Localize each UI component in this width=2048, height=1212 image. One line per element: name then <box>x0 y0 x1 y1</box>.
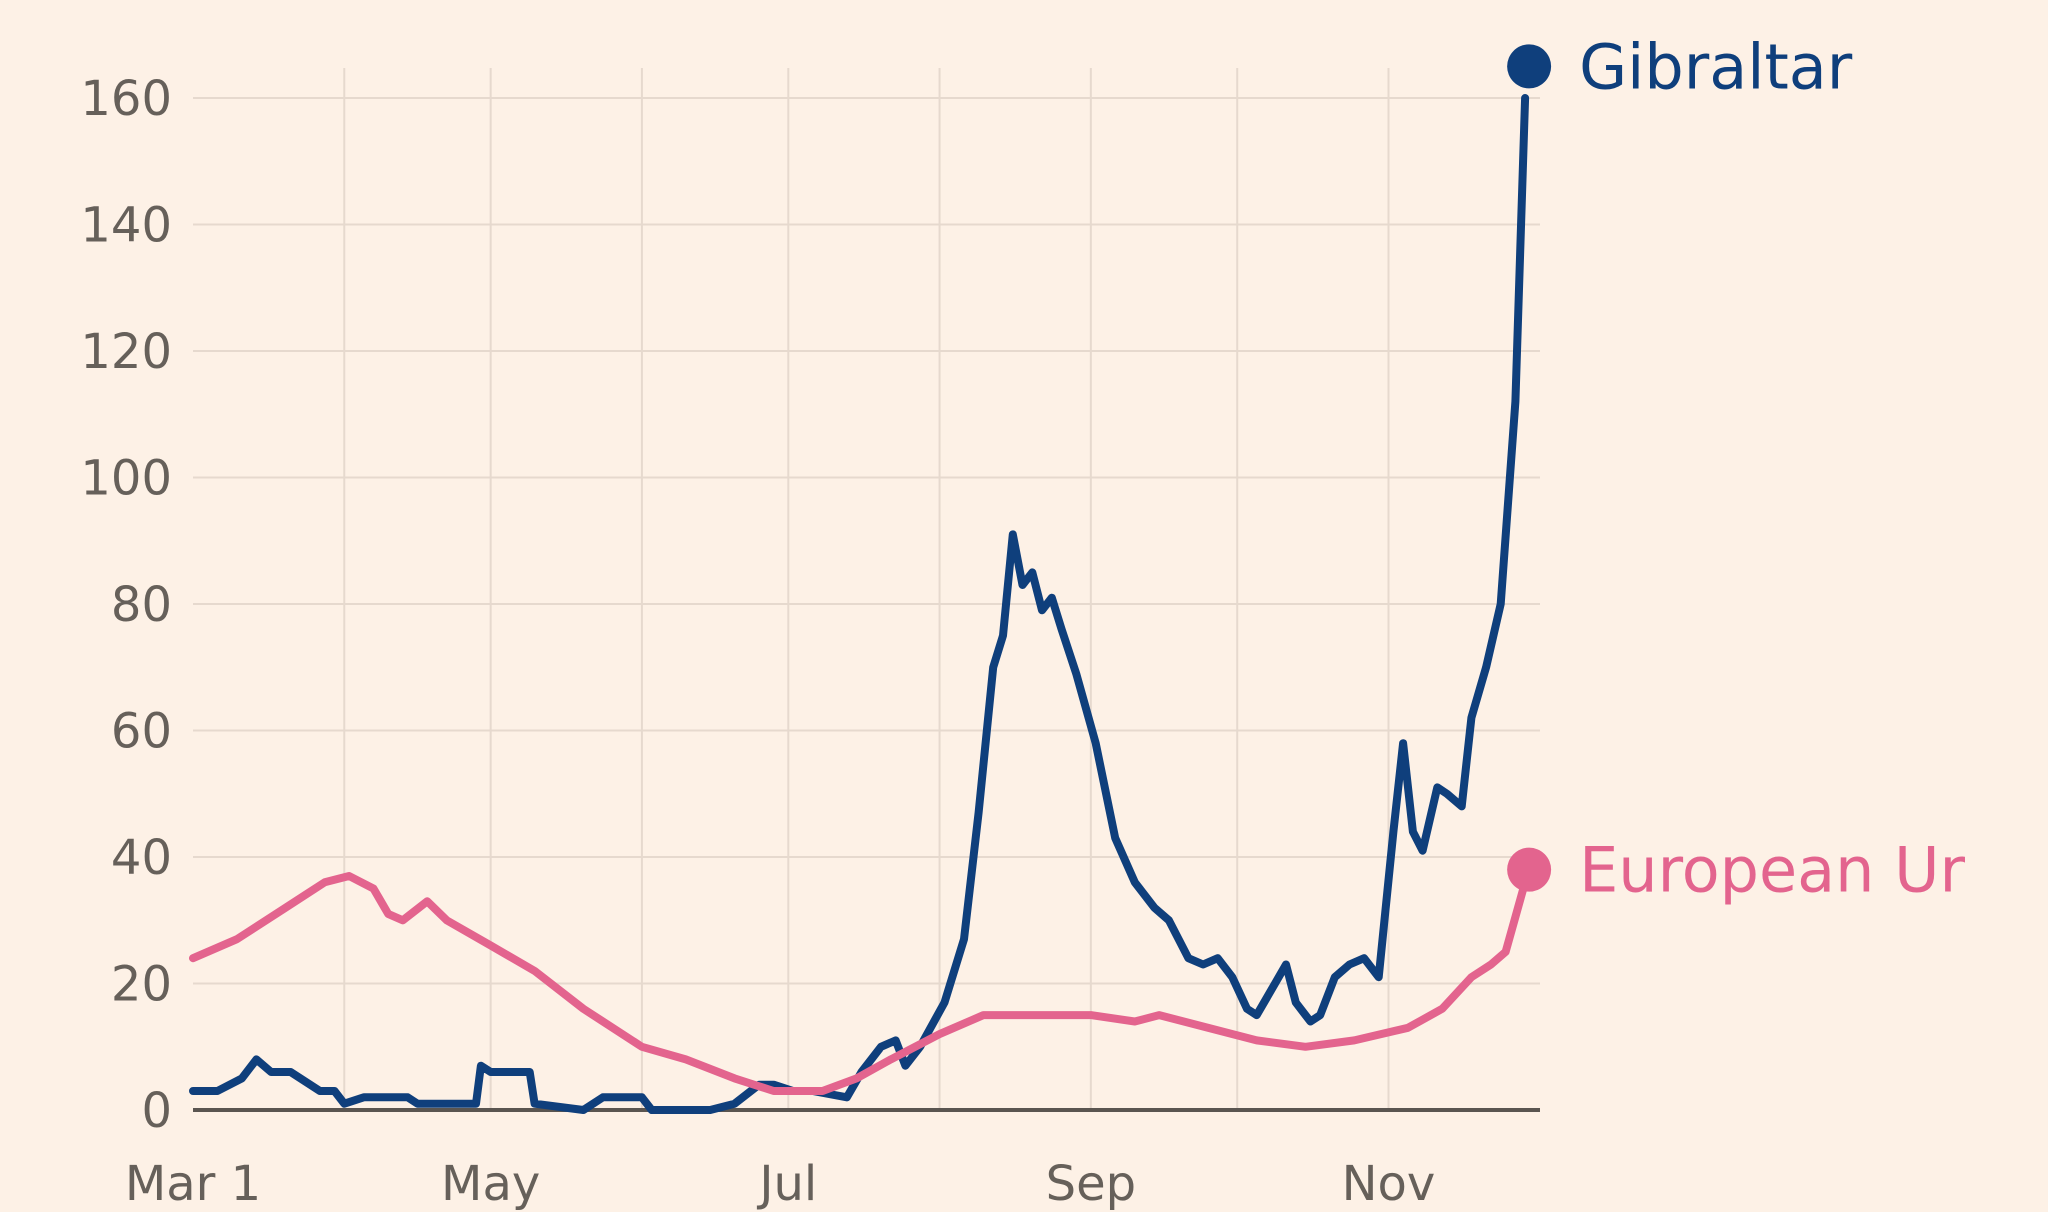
x-tick-label: Sep <box>1046 1156 1136 1212</box>
series-label: Gibraltar <box>1579 30 1853 103</box>
y-tick-label: 120 <box>80 324 172 380</box>
y-tick-label: 40 <box>111 830 172 886</box>
grid <box>193 68 1540 1110</box>
x-tick-label: Mar 1 <box>125 1156 261 1212</box>
series-line-european-union <box>189 872 1530 1095</box>
series-end-marker <box>1507 44 1552 89</box>
y-tick-label: 100 <box>80 451 172 507</box>
y-tick-label: 20 <box>111 957 172 1013</box>
series-line-gibraltar <box>189 94 1530 1114</box>
x-tick-label: Nov <box>1342 1156 1436 1212</box>
y-tick-label: 140 <box>80 198 172 254</box>
x-tick-label: Jul <box>756 1156 817 1212</box>
y-tick-label: 60 <box>111 704 172 760</box>
y-tick-label: 160 <box>80 71 172 127</box>
series-lines <box>189 44 1552 1114</box>
y-tick-label: 80 <box>111 577 172 633</box>
series-label: European Ur <box>1579 834 1965 907</box>
y-tick-label: 0 <box>141 1083 172 1139</box>
labels: 0 20 40 60 80 100 120 140 160 Mar 1 May Jul Sep Nov Gi… <box>80 30 1965 1212</box>
x-tick-label: May <box>441 1156 540 1212</box>
series-end-marker <box>1507 847 1552 892</box>
